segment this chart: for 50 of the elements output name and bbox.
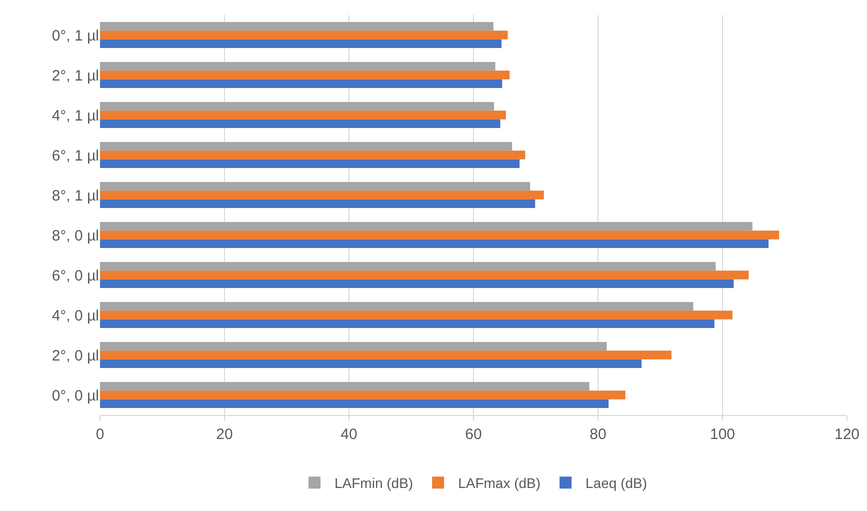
x-tick-label: 20 [216, 426, 233, 443]
bar [100, 319, 714, 328]
bar [100, 159, 520, 168]
y-tick-label: 8°, 1 µl [52, 187, 99, 204]
y-tick-label: 6°, 0 µl [52, 267, 99, 284]
x-tick-label: 80 [590, 426, 606, 443]
x-tick-label: 60 [465, 426, 482, 443]
bar [100, 199, 536, 208]
bar [100, 110, 506, 120]
y-tick-label: 0°, 1 µl [52, 27, 99, 44]
x-tick-label: 100 [710, 426, 736, 443]
bar [100, 119, 500, 128]
legend-label: LAFmin (dB) [334, 475, 414, 492]
bar [100, 279, 734, 288]
bar [100, 70, 510, 80]
bar [100, 390, 626, 400]
x-tick-label: 40 [340, 426, 358, 443]
bar [100, 222, 752, 231]
y-tick-label: 6°, 1 µl [52, 147, 99, 164]
legend-label: Laeq (dB) [586, 475, 648, 492]
x-tick-label: 120 [834, 426, 860, 443]
bar [100, 190, 544, 200]
x-tick-label: 0 [96, 426, 104, 443]
bar [100, 102, 494, 111]
bar [100, 382, 590, 391]
bar [100, 39, 502, 48]
y-tick-label: 4°, 0 µl [52, 307, 99, 324]
bar [100, 79, 502, 88]
bar [100, 342, 607, 351]
y-tick-label: 2°, 1 µl [52, 67, 99, 84]
bar [100, 182, 530, 191]
bar [100, 30, 508, 40]
bar [100, 230, 780, 240]
y-tick-label: 8°, 0 µl [52, 227, 99, 244]
bar [100, 302, 694, 311]
y-tick-label: 0°, 0 µl [52, 387, 99, 404]
y-tick-label: 4°, 1 µl [52, 107, 99, 124]
bar [100, 150, 526, 160]
bar [100, 262, 716, 271]
bar [100, 270, 749, 280]
bar [100, 22, 494, 31]
legend-label: LAFmax (dB) [458, 475, 541, 492]
bar [100, 399, 609, 408]
bar [100, 142, 512, 151]
bar [100, 359, 642, 368]
bar [100, 310, 732, 320]
y-tick-label: 2°, 0 µl [52, 347, 99, 364]
bar [100, 239, 769, 248]
bar [100, 62, 496, 71]
bar [100, 350, 672, 360]
